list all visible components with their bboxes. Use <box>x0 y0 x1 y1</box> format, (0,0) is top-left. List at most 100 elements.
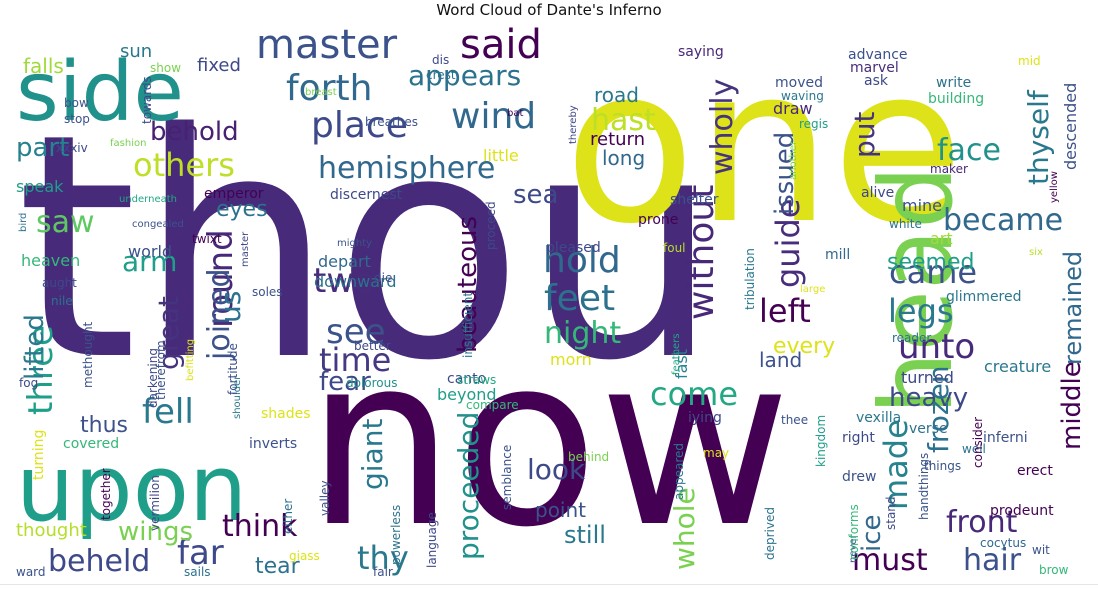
word-moved: moved <box>775 75 823 91</box>
word-left: left <box>759 292 811 330</box>
word-sea: sea <box>513 180 558 210</box>
word-downward: downward <box>314 272 397 291</box>
word-white: white <box>889 217 922 231</box>
word-foul: foul <box>663 241 686 255</box>
word-pleased: pleased <box>546 240 601 256</box>
word-conforms: conforms <box>847 504 861 560</box>
word-joined: joined <box>202 268 237 361</box>
word-soles: soles <box>252 285 283 299</box>
word-bat: bat <box>507 108 523 119</box>
word-show: show <box>150 61 181 75</box>
word-twixt: twixt <box>192 232 222 246</box>
word-dis: dis <box>432 53 449 67</box>
word-heavy: heavy <box>889 383 968 413</box>
word-hemisphere: hemisphere <box>318 151 495 186</box>
word-behind: behind <box>568 450 609 464</box>
word-congealed: congealed <box>132 219 184 230</box>
word-therefrom: therefrom <box>154 340 168 400</box>
word-vermilion: vermilion <box>148 475 162 531</box>
word-reader: reader <box>892 331 931 345</box>
word-mill: mill <box>825 247 850 263</box>
word-advance: advance <box>848 47 908 63</box>
word-falls: falls <box>23 54 64 78</box>
word-two: two <box>313 261 375 301</box>
word-upon: upon <box>16 435 247 542</box>
word-insufficient: insufficient <box>461 292 475 358</box>
word-guide: guide <box>769 199 807 288</box>
word-bird: bird <box>18 213 29 232</box>
word-bow: bow <box>64 96 89 110</box>
word-side: side <box>16 45 184 140</box>
word-befitting: befitting <box>185 339 196 381</box>
word-put: put <box>848 111 881 158</box>
word-darkening: darkening <box>146 348 160 408</box>
word-middle: middle <box>1057 361 1087 450</box>
word-write: write <box>936 75 971 91</box>
word-canto: canto <box>447 371 486 387</box>
word-six: six <box>1029 247 1043 258</box>
word-wings: wings <box>118 517 193 547</box>
word-hold: hold <box>543 240 621 281</box>
word-time: time <box>319 341 391 379</box>
word-inferni: inferni <box>983 430 1028 446</box>
word-little: little <box>483 146 519 165</box>
word-sun: sun <box>120 41 152 62</box>
word-turned: turned <box>901 368 954 387</box>
word-whole: whole <box>668 487 701 570</box>
word-speak: speak <box>16 177 64 196</box>
word-now: now <box>306 306 791 579</box>
word-draw: draw <box>773 99 813 118</box>
word-return: return <box>590 129 645 150</box>
word-proceed: proceed <box>484 201 498 250</box>
word-beyond: beyond <box>437 385 497 404</box>
word-shades: shades <box>261 406 311 422</box>
word-descended: descended <box>1061 83 1080 170</box>
word-creature: creature <box>984 357 1051 376</box>
word-fear: fear <box>319 367 371 397</box>
word-eyes: eyes <box>216 197 268 222</box>
word-kingdom: kingdom <box>814 415 828 467</box>
word-regis: regis <box>799 117 828 131</box>
word-shoulder: shoulder <box>232 375 243 419</box>
word-point: point <box>535 498 586 522</box>
word-tear: tear <box>255 554 301 579</box>
word-long: long <box>602 146 645 170</box>
word-giant: giant <box>356 419 389 490</box>
word-forth: forth <box>286 68 372 109</box>
word-large: large <box>800 284 825 295</box>
word-things: things <box>924 459 961 473</box>
word-together: together <box>99 468 113 520</box>
word-erect: erect <box>1017 463 1053 479</box>
word-land: land <box>759 348 802 372</box>
word-consider: consider <box>971 417 985 468</box>
word-maker: maker <box>930 162 968 176</box>
word-breathes: breathes <box>365 115 418 129</box>
word-arm: arm <box>122 245 177 278</box>
word-iying: iying <box>688 410 722 426</box>
word-think: think <box>222 509 298 544</box>
word-alive: alive <box>861 185 894 201</box>
word-methought: methought <box>81 321 95 388</box>
word-stop: stop <box>64 112 90 126</box>
word-breast: breast <box>305 87 337 98</box>
word-fell: fell <box>142 392 194 432</box>
word-cocytus: cocytus <box>980 536 1026 550</box>
word-far: far <box>177 533 224 573</box>
word-emperor: emperor <box>204 186 264 202</box>
word-fixed: fixed <box>197 55 241 76</box>
word-brow: brow <box>1039 563 1069 577</box>
word-thereby: thereby <box>568 105 579 144</box>
word-come: come <box>650 375 738 413</box>
word-handthings: handthings <box>917 453 931 520</box>
word-vexilla: vexilla <box>856 410 901 426</box>
word-master: master <box>256 22 398 68</box>
word-look: look <box>527 453 586 486</box>
word-face: face <box>937 133 1001 168</box>
word-legs: legs <box>888 292 954 330</box>
word-hair: hair <box>963 543 1022 578</box>
bottom-divider <box>0 584 1098 585</box>
word-master: master <box>240 231 251 267</box>
word-without: without <box>681 185 722 320</box>
word-another: another <box>788 140 799 180</box>
